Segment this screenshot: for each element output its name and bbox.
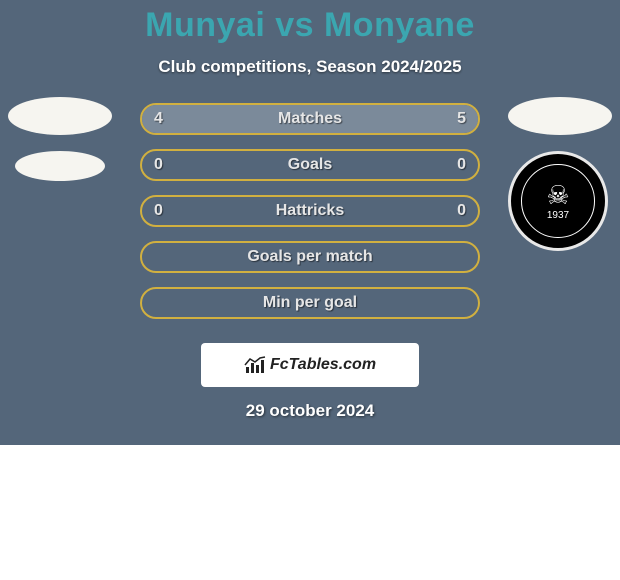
bar-value-right: 0 [457, 197, 466, 225]
bar-label: Min per goal [142, 289, 478, 317]
date-text: 29 october 2024 [0, 401, 620, 421]
bar-label: Hattricks [142, 197, 478, 225]
stat-bar: Hattricks0 0 [140, 195, 480, 227]
stat-bar: Goals per match [140, 241, 480, 273]
skull-icon: ☠ [546, 182, 569, 208]
left-club-badge-2 [15, 151, 105, 181]
brand-text: FcTables.com [270, 356, 376, 374]
player-right-name: Monyane [324, 6, 475, 44]
stat-bars: Matches45Goals00Hattricks00Goals per mat… [140, 103, 480, 319]
bar-value-left: 4 [154, 105, 163, 133]
stat-bar: Goals0 0 [140, 149, 480, 181]
left-club-badge-1 [8, 97, 112, 135]
stat-bar: Min per goal [140, 287, 480, 319]
player-left-name: Munyai [145, 6, 265, 44]
right-club-badge-pirates: ☠ 1937 [508, 151, 608, 251]
bar-value-right: 5 [457, 105, 466, 133]
bar-label: Goals per match [142, 243, 478, 271]
bar-value-left: 0 [154, 197, 163, 225]
page-title: Munyai vs Monyane [0, 0, 620, 45]
bar-value-right: 0 [457, 151, 466, 179]
vs-text: vs [265, 6, 324, 44]
bar-value-left: 0 [154, 151, 163, 179]
stat-bar: Matches4 5 [140, 103, 480, 135]
bar-label: Matches [142, 105, 478, 133]
comparison-panel: Munyai vs Monyane Club competitions, Sea… [0, 0, 620, 445]
brand-box[interactable]: FcTables.com [201, 343, 419, 387]
subtitle: Club competitions, Season 2024/2025 [0, 57, 620, 77]
content-area: ☠ 1937 Matches45Goals00Hattricks00Goals … [0, 103, 620, 333]
chart-icon [244, 356, 266, 374]
right-club-badge-1 [508, 97, 612, 135]
club-year: 1937 [547, 210, 569, 221]
left-club-badges [8, 97, 112, 197]
right-club-badges: ☠ 1937 [508, 97, 612, 251]
bar-label: Goals [142, 151, 478, 179]
